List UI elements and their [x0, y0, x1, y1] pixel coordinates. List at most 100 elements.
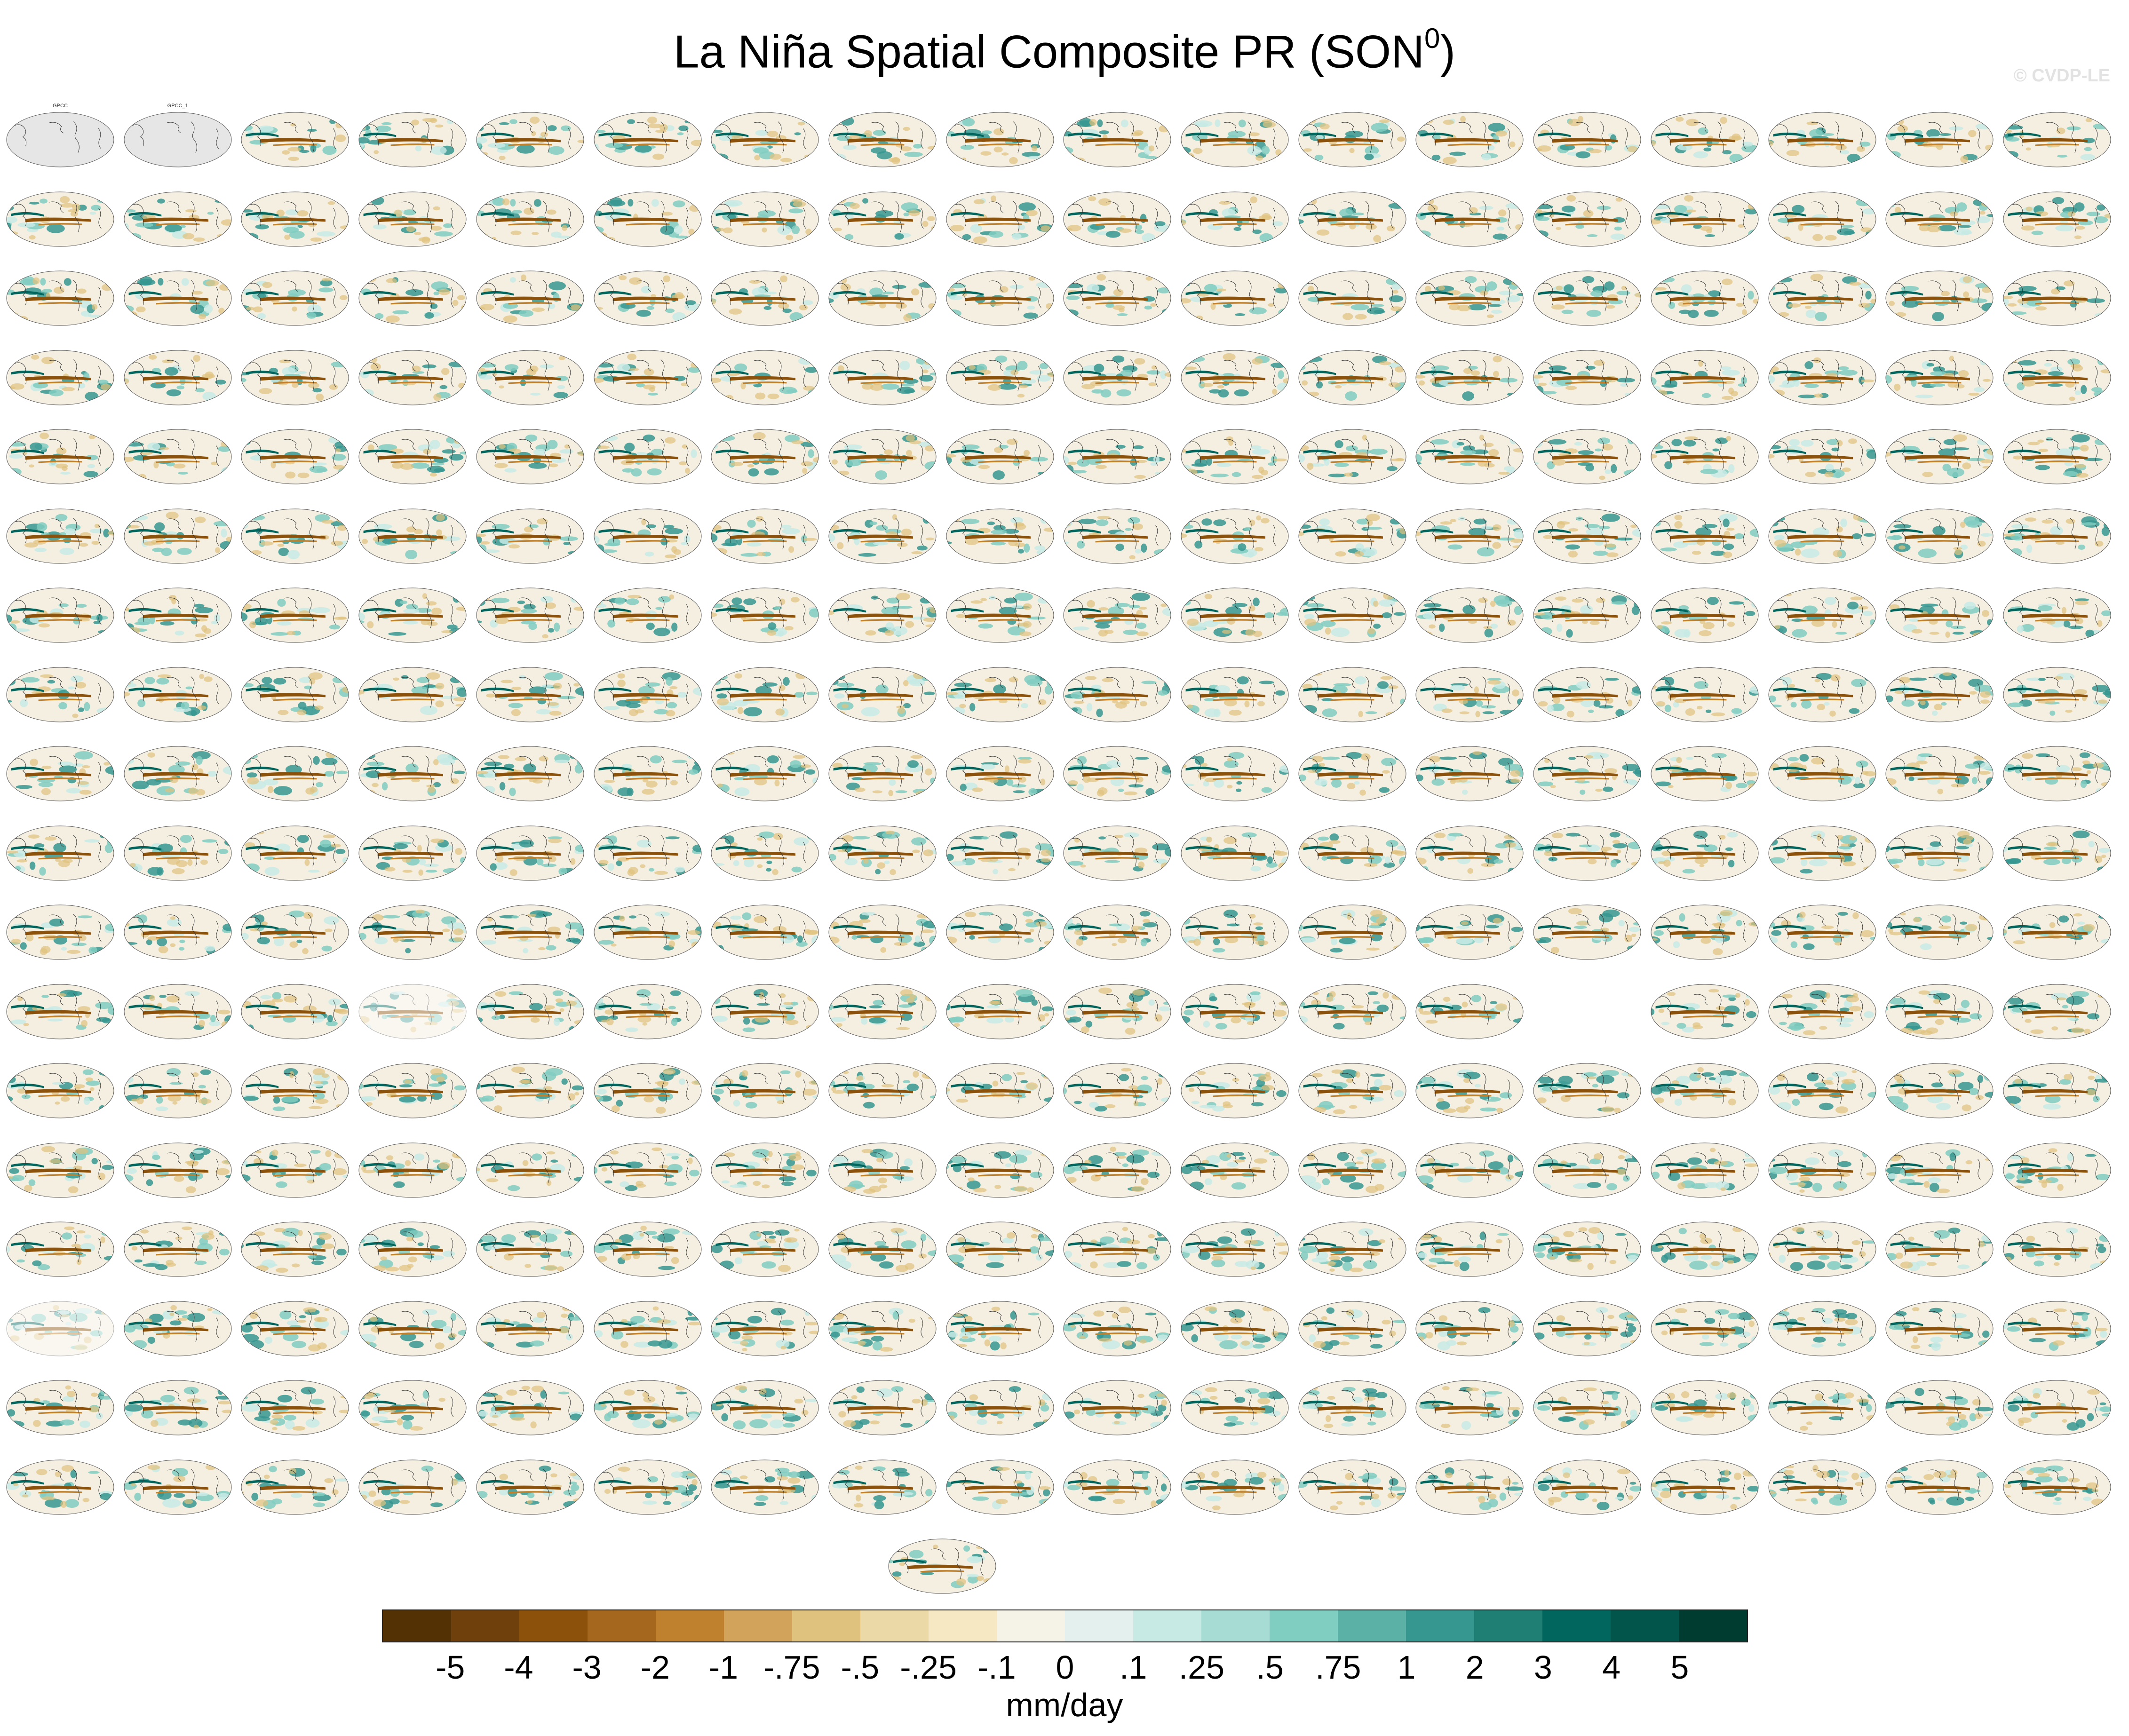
colorbar-swatch-7	[860, 1610, 929, 1641]
map-panel-plot	[476, 667, 584, 722]
map-panel-plot	[1533, 270, 1641, 326]
map-panel-plot	[1298, 350, 1406, 405]
map-panel	[1650, 428, 1759, 485]
map-panel-plot	[476, 429, 584, 484]
colorbar-tick-label: .75	[1315, 1649, 1361, 1686]
map-panel-plot	[476, 587, 584, 643]
map-panel-plot	[241, 904, 349, 960]
map-panel-plot	[1885, 984, 1994, 1039]
map-panel-plot	[6, 587, 114, 643]
map-panel	[1885, 508, 1994, 564]
map-panel-plot	[476, 984, 584, 1039]
map-panel	[1885, 983, 1994, 1040]
map-panel	[2002, 191, 2112, 247]
map-panel	[1180, 1300, 1289, 1357]
map-panel	[1415, 1062, 1524, 1119]
map-panel	[123, 1379, 232, 1436]
map-panel-plot	[1415, 112, 1524, 167]
map-panel-plot	[946, 1142, 1054, 1197]
map-panel-plot	[2003, 746, 2111, 801]
map-panel-plot	[2003, 1301, 2111, 1356]
map-panel-plot	[358, 350, 467, 405]
map-panel-plot	[476, 746, 584, 801]
map-panel	[1415, 111, 1524, 168]
map-panel	[888, 1538, 997, 1594]
map-panel	[476, 825, 585, 881]
map-panel-plot	[124, 1301, 232, 1356]
map-panel	[1063, 666, 1172, 723]
map-panel	[240, 904, 350, 960]
map-panel	[1885, 587, 1994, 643]
map-panel	[1298, 1062, 1407, 1119]
map-panel-plot	[358, 746, 467, 801]
map-panel	[1885, 745, 1994, 802]
map-panel	[828, 745, 937, 802]
map-panel	[476, 1062, 585, 1119]
map-panel	[6, 1221, 115, 1277]
map-panel	[1650, 191, 1759, 247]
map-panel	[1415, 1142, 1524, 1198]
map-panel	[1298, 111, 1407, 168]
map-panel-plot	[1768, 746, 1876, 801]
map-panel	[2002, 745, 2112, 802]
map-panel	[1298, 1459, 1407, 1515]
map-panel	[1768, 745, 1877, 802]
map-panel	[828, 508, 937, 564]
map-panel	[1533, 1142, 1642, 1198]
map-panel-plot	[2003, 1063, 2111, 1118]
map-panel-plot	[711, 429, 819, 484]
map-panel-plot	[594, 350, 701, 405]
map-panel-plot	[1651, 984, 1759, 1039]
map-panel	[240, 191, 350, 247]
map-panel	[476, 1142, 585, 1198]
map-panel	[593, 349, 702, 406]
map-panel	[945, 1062, 1055, 1119]
colorbar-tick-label: 4	[1602, 1649, 1621, 1686]
map-panel-plot	[241, 1142, 349, 1197]
map-panel	[1063, 1221, 1172, 1277]
map-panel	[593, 191, 702, 247]
map-panel	[710, 666, 819, 723]
map-panel-plot	[828, 350, 937, 405]
map-panel-plot	[1063, 508, 1171, 563]
map-panel-plot	[1651, 1221, 1759, 1277]
map-panel	[358, 508, 467, 564]
colorbar-swatch-16	[1474, 1610, 1542, 1641]
map-panel-plot	[946, 667, 1054, 722]
map-panel	[828, 666, 937, 723]
map-panel-plot	[946, 350, 1054, 405]
map-panel-plot	[6, 984, 114, 1039]
colorbar-swatch-6	[792, 1610, 860, 1641]
map-panel	[1180, 1459, 1289, 1515]
map-panel	[1650, 1142, 1759, 1198]
map-panel	[1533, 1221, 1642, 1277]
map-panel-plot	[124, 746, 232, 801]
map-panel	[710, 983, 819, 1040]
map-panel-plot	[711, 191, 819, 246]
map-panel	[828, 1221, 937, 1277]
map-panel-plot	[711, 1142, 819, 1197]
map-panel-plot	[594, 270, 701, 326]
map-panel-plot	[1181, 112, 1289, 167]
map-panel	[1063, 587, 1172, 643]
map-panel	[2002, 1459, 2112, 1515]
map-panel-plot	[358, 508, 467, 563]
map-panel-plot	[241, 1380, 349, 1435]
map-panel	[6, 1062, 115, 1119]
map-panel-plot	[1768, 1221, 1876, 1277]
map-panel	[1768, 111, 1877, 168]
map-panel-plot	[1298, 1142, 1406, 1197]
map-panel-plot	[2003, 1142, 2111, 1197]
map-panel	[1298, 349, 1407, 406]
map-panel	[358, 745, 467, 802]
map-panel	[1298, 191, 1407, 247]
map-panel	[123, 904, 232, 960]
map-panel-plot	[1063, 1063, 1171, 1118]
map-panel-plot	[1298, 587, 1406, 643]
map-panel	[476, 349, 585, 406]
map-panel	[1650, 825, 1759, 881]
map-panel-plot	[1181, 350, 1289, 405]
panel-label: GPCC_1	[167, 103, 188, 109]
map-panel-plot	[1651, 1459, 1759, 1514]
map-panel-plot	[2003, 1459, 2111, 1514]
